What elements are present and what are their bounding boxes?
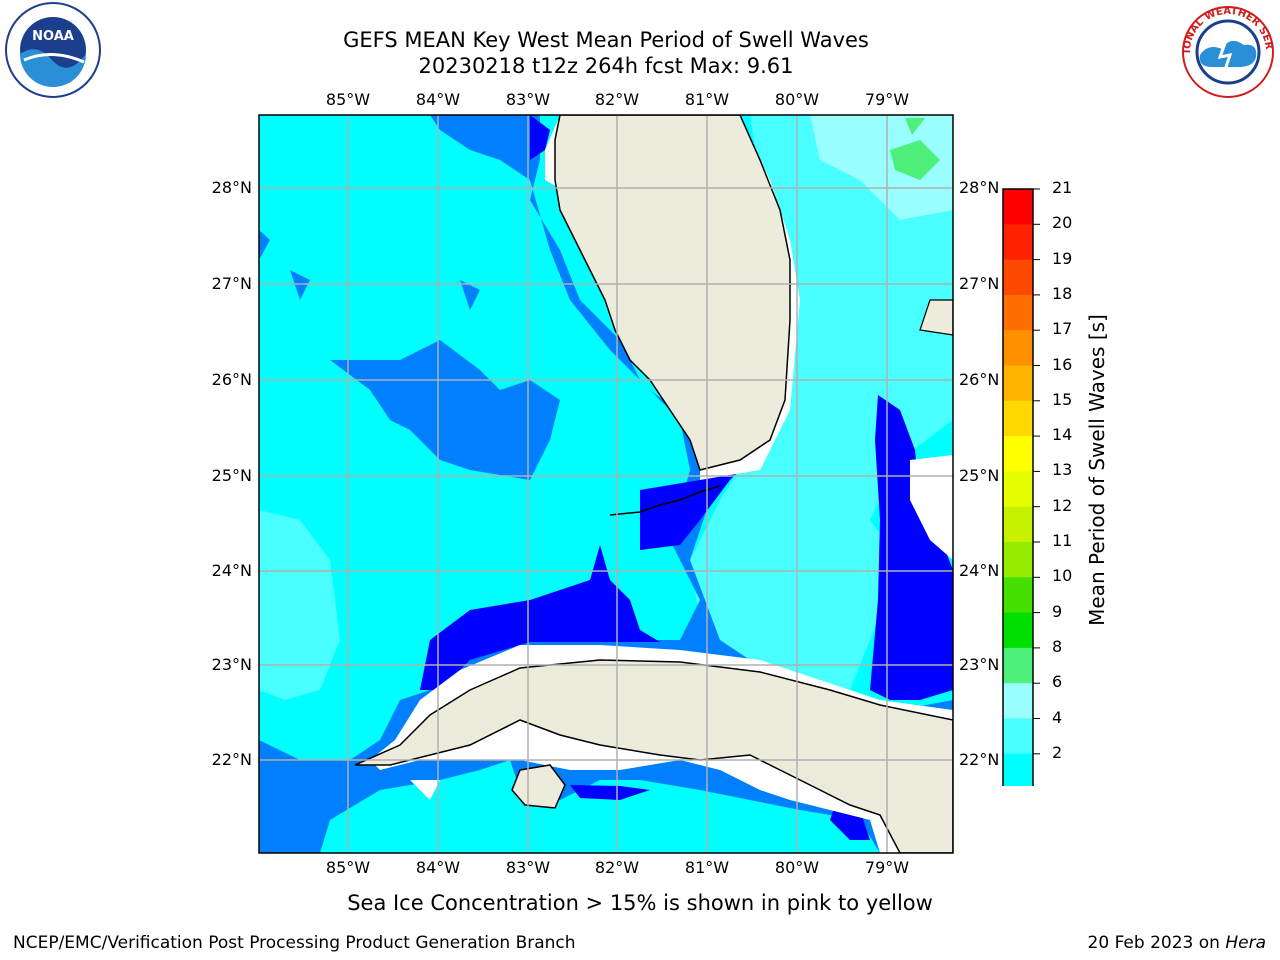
colorbar-tick-label: 10 [1052, 566, 1073, 586]
colorbar-tick-label: 20 [1052, 213, 1073, 233]
map-frame [258, 114, 954, 854]
colorbar-tick-label: 12 [1052, 495, 1073, 515]
colorbar-tick-label: 19 [1052, 248, 1073, 268]
latitude-label-left: 27°N [211, 274, 252, 293]
chart-title: GEFS MEAN Key West Mean Period of Swell … [343, 28, 869, 52]
longitude-label-top: 85°W [325, 90, 371, 109]
colorbar-swatch [1003, 647, 1033, 684]
colorbar-tick-label: 16 [1052, 354, 1073, 374]
latitude-label-left: 28°N [211, 178, 252, 197]
colorbar-swatch [1003, 294, 1033, 331]
latitude-label-left: 25°N [211, 466, 252, 485]
colorbar-swatch [1003, 365, 1033, 402]
colorbar-swatch [1003, 224, 1033, 261]
colorbar-swatch [1003, 542, 1033, 578]
colorbar-swatch [1003, 683, 1033, 719]
longitude-label-bottom: 85°W [325, 858, 371, 877]
fill-below-2-south [420, 545, 660, 690]
colorbar-tick-label: 14 [1052, 425, 1073, 445]
colorbar-tick-label: 11 [1052, 531, 1073, 550]
longitude-label-bottom: 79°W [864, 858, 910, 877]
longitude-label-top: 79°W [864, 90, 910, 109]
longitude-label-top: 81°W [684, 90, 730, 109]
latitude-label-right: 27°N [959, 274, 1000, 293]
chart-subtitle: 20230218 t12z 264h fcst Max: 9.61 [418, 54, 794, 78]
sea-ice-note: Sea Ice Concentration > 15% is shown in … [347, 891, 933, 915]
colorbar-swatch [1003, 400, 1033, 437]
longitude-label-top: 84°W [415, 90, 461, 109]
gridlines [259, 115, 953, 853]
latitude-label-left: 23°N [211, 655, 252, 674]
colorbar-swatch [1003, 753, 1033, 786]
longitude-label-top: 83°W [505, 90, 551, 109]
longitude-label-bottom: 83°W [505, 858, 551, 877]
florida-land [554, 115, 791, 471]
latitude-label-right: 28°N [959, 178, 1000, 197]
colorbar-tick-label: 9 [1052, 601, 1063, 621]
latitude-label-right: 26°N [959, 370, 1000, 389]
colorbar-tick-label: 6 [1052, 672, 1063, 692]
colorbar-tick-label: 21 [1052, 178, 1073, 197]
colorbar [1002, 188, 1040, 786]
colorbar-label: Mean Period of Swell Waves [s] [1085, 314, 1109, 626]
colorbar-tick-label: 13 [1052, 460, 1073, 480]
noaa-logo-text: NOAA [32, 29, 74, 44]
date-host-text: 20 Feb 2023 on Hera [1088, 933, 1266, 953]
latitude-label-right: 24°N [959, 561, 1000, 580]
colorbar-tick-label: 15 [1052, 389, 1073, 409]
colorbar-swatch [1003, 471, 1033, 508]
florida-keys [609, 485, 721, 516]
colorbar-swatch [1003, 436, 1033, 472]
fill-9-10-top [905, 118, 925, 135]
colorbar-swatch [1003, 330, 1033, 366]
colorbar-swatch [1003, 577, 1033, 614]
latitude-label-right: 25°N [959, 466, 1000, 485]
date-text: 20 Feb 2023 on [1087, 933, 1220, 953]
colorbar-swatch [1003, 189, 1033, 225]
longitude-label-bottom: 80°W [774, 858, 820, 877]
latitude-label-left: 22°N [211, 750, 252, 769]
credit-text: NCEP/EMC/Verification Post Processing Pr… [13, 933, 576, 953]
longitude-label-bottom: 82°W [594, 858, 640, 877]
fill-below-2-east [870, 395, 953, 700]
isla-juventud-land [511, 764, 566, 809]
fill-9-10 [890, 140, 940, 180]
colorbar-tick-label: 2 [1052, 742, 1063, 762]
colorbar-swatch [1003, 718, 1033, 755]
latitude-label-right: 23°N [959, 655, 1000, 674]
host-text: Hera [1225, 933, 1266, 953]
longitude-label-bottom: 81°W [684, 858, 730, 877]
noaa-logo-icon: NOAA [5, 2, 101, 98]
fill-6-8-west [259, 510, 340, 700]
colorbar-tick-label: 8 [1052, 636, 1063, 656]
longitude-label-top: 80°W [774, 90, 820, 109]
colorbar-tick-label: 18 [1052, 283, 1073, 303]
colorbar-tick-label: 17 [1052, 319, 1073, 339]
longitude-label-bottom: 84°W [415, 858, 461, 877]
longitude-label-top: 82°W [594, 90, 640, 109]
nws-logo-icon: NATIONAL WEATHER SERVICE [1178, 5, 1274, 98]
colorbar-swatch [1003, 612, 1033, 649]
colorbar-swatch [1003, 506, 1033, 543]
latitude-label-right: 22°N [959, 750, 1000, 769]
colorbar-swatch [1003, 259, 1033, 296]
bahamas-land [919, 299, 953, 336]
latitude-label-left: 24°N [211, 561, 252, 580]
latitude-label-left: 26°N [211, 370, 252, 389]
colorbar-tick-label: 4 [1052, 707, 1063, 727]
